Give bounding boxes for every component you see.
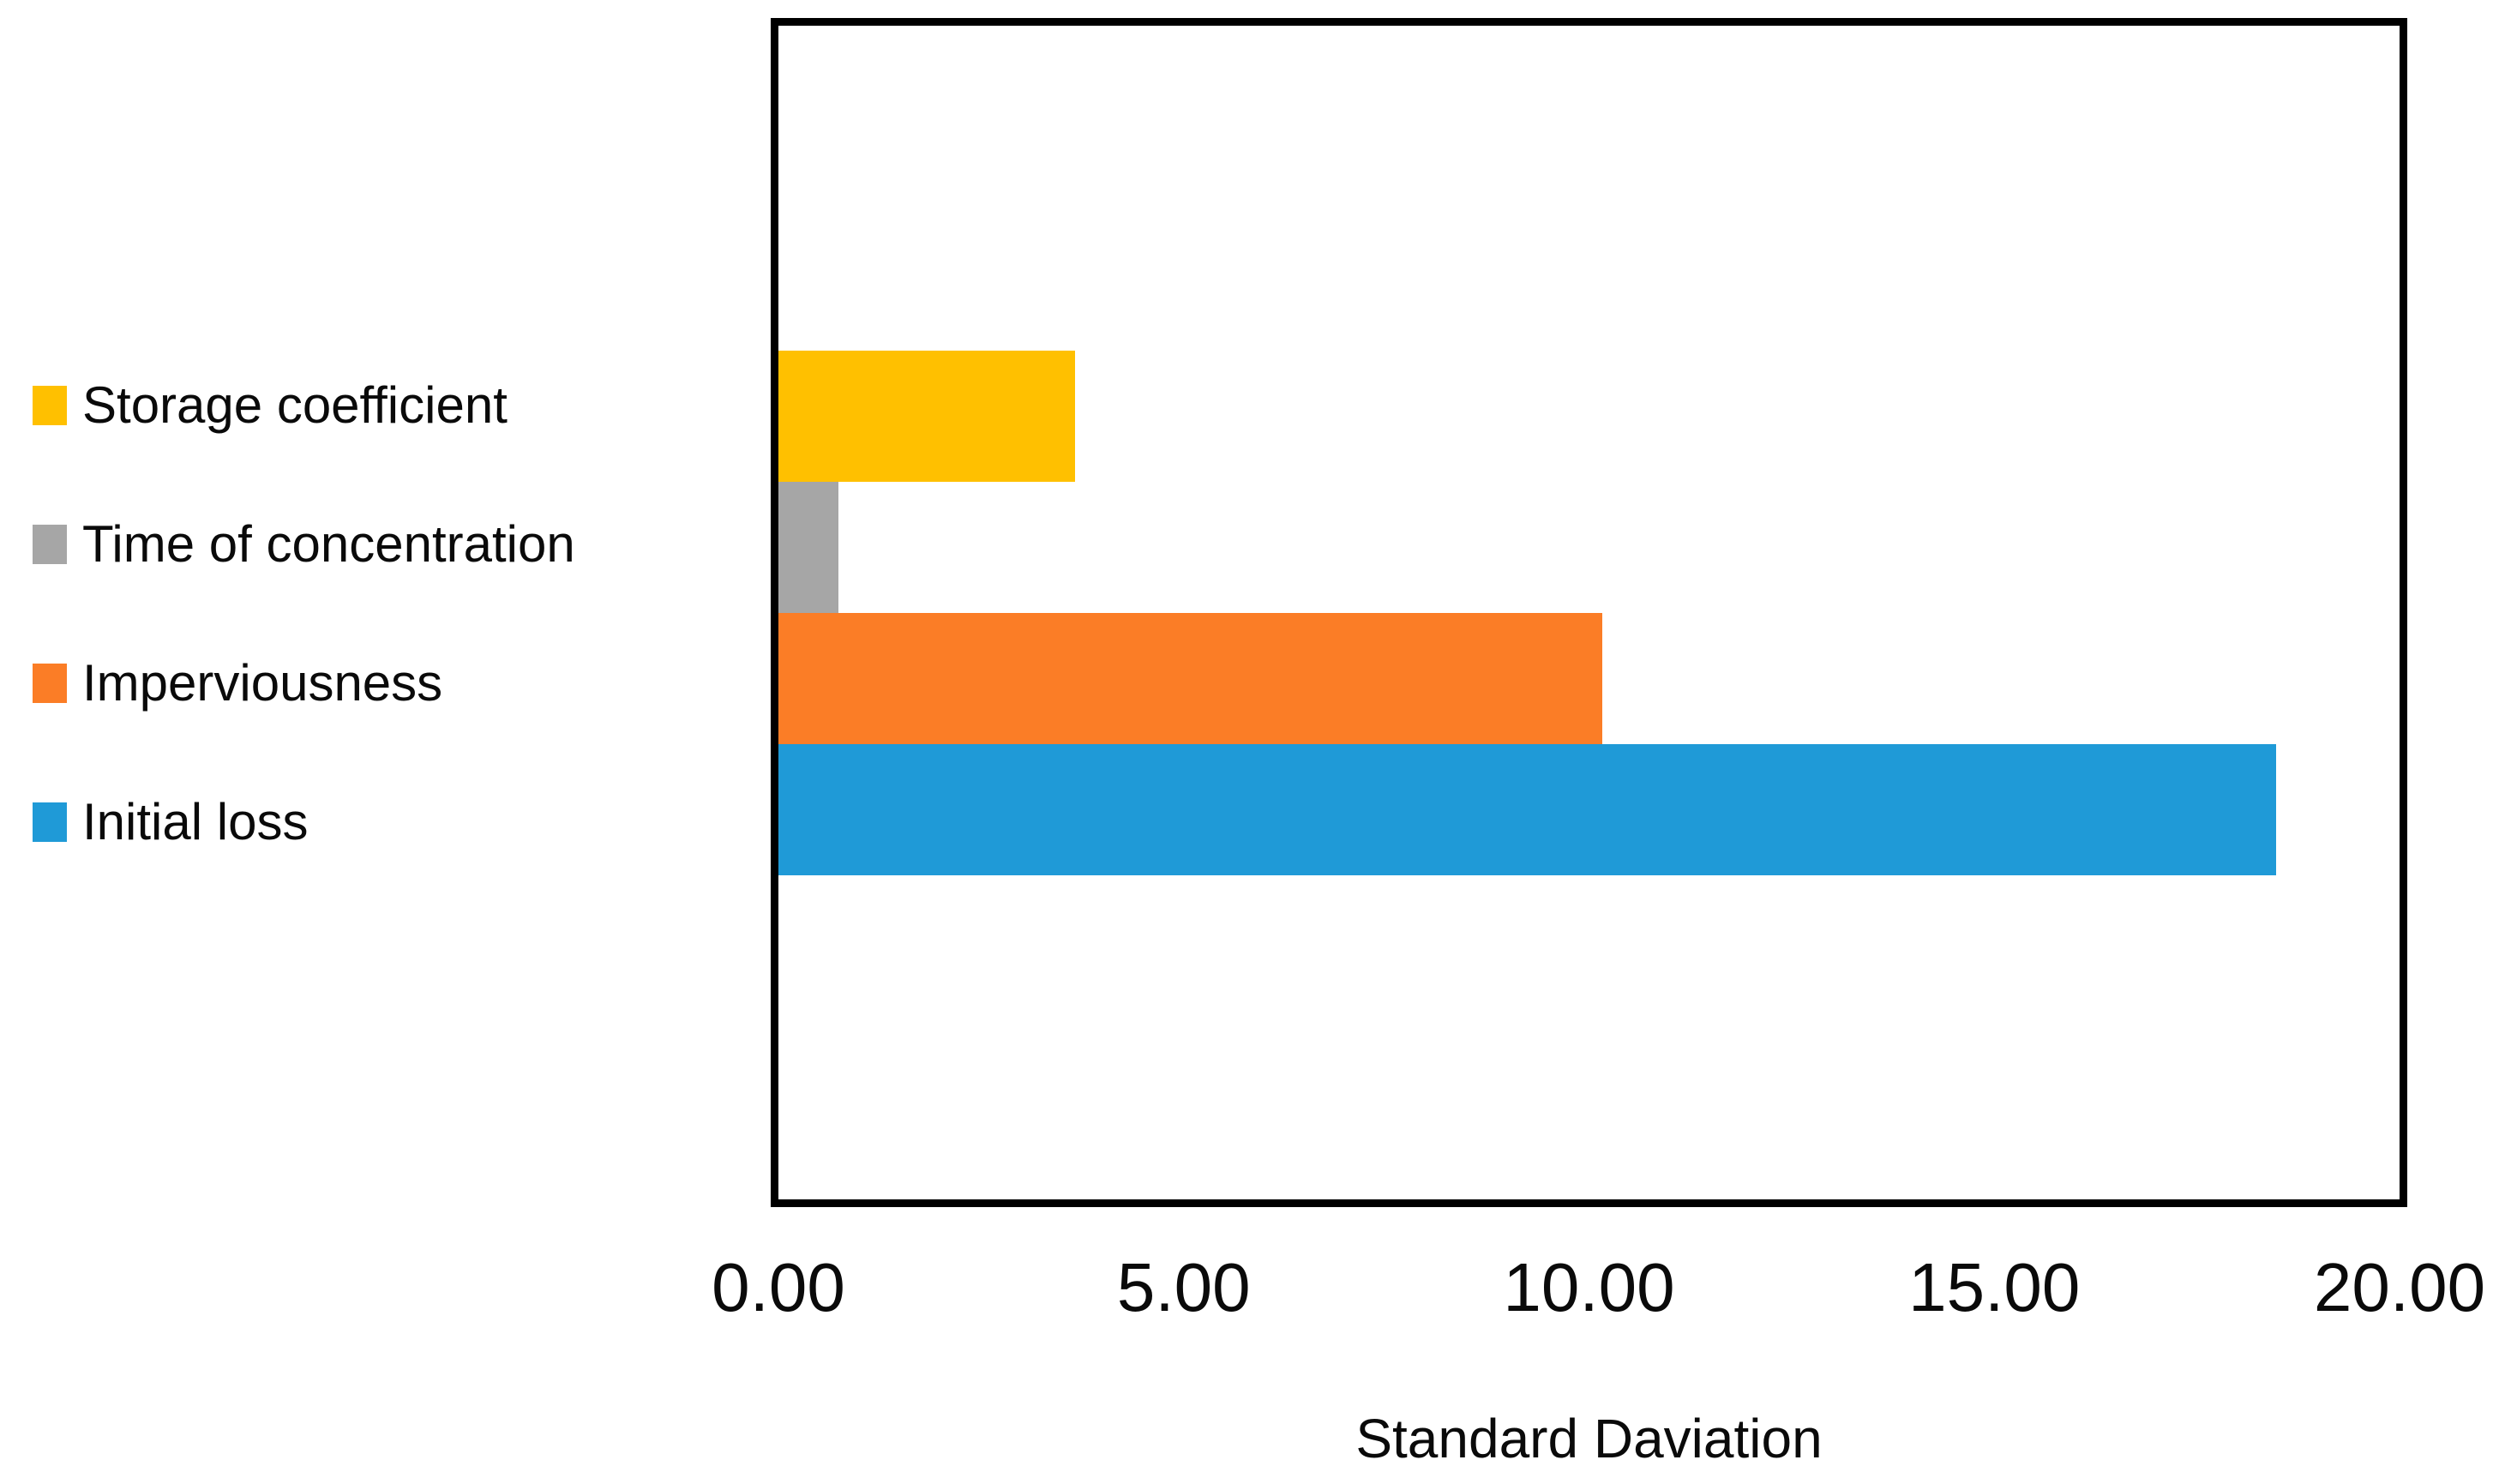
legend-swatch-icon xyxy=(33,664,67,703)
bar-initial-loss xyxy=(778,743,2277,875)
x-tick-label: 0.00 xyxy=(712,1249,845,1325)
legend-swatch-icon xyxy=(33,525,67,564)
bar-time-of-concentration xyxy=(778,481,838,613)
plot-area xyxy=(771,18,2407,1207)
x-tick-label: 10.00 xyxy=(1503,1249,1675,1325)
legend-item-time-of-concentration: Time of concentration xyxy=(33,518,575,571)
legend-swatch-icon xyxy=(33,386,67,425)
x-axis-tick-labels: 0.00 5.00 10.00 15.00 20.00 xyxy=(712,1249,2485,1331)
legend-item-imperviousness: Imperviousness xyxy=(33,657,575,710)
x-tick-label: 15.00 xyxy=(1908,1249,2081,1325)
bar-storage-coefficient xyxy=(778,350,1076,482)
bars xyxy=(778,26,2400,1199)
bar-imperviousness xyxy=(778,612,1602,744)
x-axis-title: Standard Daviation xyxy=(1355,1408,1823,1469)
legend-item-storage-coefficient: Storage coefficient xyxy=(33,379,575,432)
x-tick-label: 20.00 xyxy=(2313,1249,2486,1325)
legend-label: Imperviousness xyxy=(82,654,443,712)
legend-item-initial-loss: Initial loss xyxy=(33,796,575,849)
legend-label: Initial loss xyxy=(82,793,309,850)
x-tick-label: 5.00 xyxy=(1116,1249,1251,1325)
legend-label: Storage coefficient xyxy=(82,376,508,434)
legend-swatch-icon xyxy=(33,802,67,842)
chart-legend: Storage coefficient Time of concentration… xyxy=(33,379,575,849)
legend-label: Time of concentration xyxy=(82,515,575,573)
